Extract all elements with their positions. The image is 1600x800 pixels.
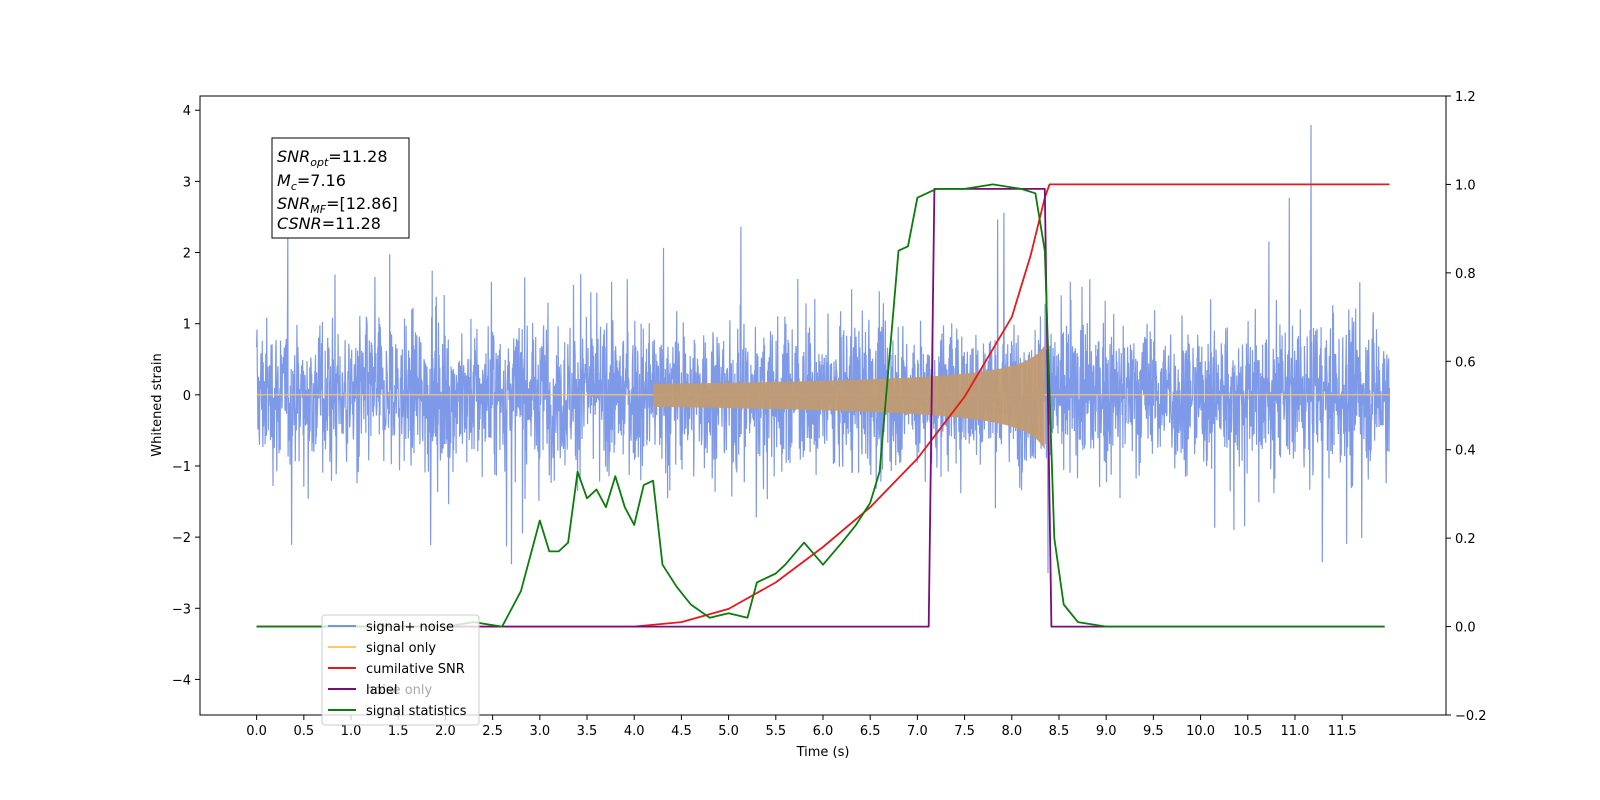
y-left-tick-label: −3 xyxy=(172,602,191,617)
legend-label-cumulative-snr: cumilative SNR xyxy=(366,662,465,677)
signal-only-series xyxy=(256,345,1390,450)
y-axis-label-left: Whitened strain xyxy=(150,353,165,456)
y-left-tick-label: −2 xyxy=(172,531,191,546)
y-left-tick-label: 4 xyxy=(183,104,191,119)
legend-label-signal-only: signal only xyxy=(366,641,436,656)
x-tick-label: 6.5 xyxy=(860,724,881,739)
stats-annotation: SNRopt=11.28 Mc=7.16 SNRMF=[12.86] CSNR=… xyxy=(271,137,410,239)
y-right-tick-label: 0.8 xyxy=(1455,267,1476,282)
x-tick-label: 6.0 xyxy=(813,724,834,739)
x-tick-label: 11.0 xyxy=(1280,724,1309,739)
x-tick-label: 2.5 xyxy=(482,724,503,739)
x-tick-label: 7.0 xyxy=(907,724,928,739)
x-tick-label: 2.0 xyxy=(435,724,456,739)
legend-label-label: label xyxy=(366,683,397,698)
legend-label-signal-statistics: signal statistics xyxy=(366,704,467,719)
annotation-csnr: CSNR=11.28 xyxy=(277,214,381,233)
x-tick-label: 10.0 xyxy=(1186,724,1215,739)
x-tick-label: 1.5 xyxy=(388,724,409,739)
signal-noise-series xyxy=(256,124,1390,574)
y-left-tick-label: −4 xyxy=(172,673,191,688)
y-axis-left: 4 3 2 1 0 −1 −2 −3 −4 xyxy=(172,104,200,688)
x-tick-label: 11.5 xyxy=(1328,724,1357,739)
x-tick-label: 5.0 xyxy=(718,724,739,739)
legend-label-signal-noise: signal+ noise xyxy=(366,620,454,635)
y-right-tick-label: 1.2 xyxy=(1455,90,1476,105)
y-right-tick-label: 0.4 xyxy=(1455,444,1476,459)
signal-noise-line xyxy=(256,124,1390,574)
x-tick-label: 8.5 xyxy=(1049,724,1070,739)
x-tick-label: 8.0 xyxy=(1001,724,1022,739)
x-tick-label: 3.0 xyxy=(529,724,550,739)
y-left-tick-label: 0 xyxy=(183,389,191,404)
annotation-snr-opt: SNRopt=11.28 xyxy=(277,147,388,169)
legend-label-noise-only: noise only xyxy=(366,683,433,698)
y-left-tick-label: 3 xyxy=(183,175,191,190)
x-tick-label: 4.0 xyxy=(624,724,645,739)
x-tick-label: 3.5 xyxy=(577,724,598,739)
x-tick-label: 0.0 xyxy=(246,724,267,739)
legend: signal+ noise signal only cumilative SNR… xyxy=(321,614,480,726)
signal-statistics-line xyxy=(256,183,1385,628)
annotation-box xyxy=(271,137,410,239)
annotation-snr-mf: SNRMF=[12.86] xyxy=(277,194,398,216)
y-right-tick-label: 0.0 xyxy=(1455,621,1476,636)
annotation-mc: Mc=7.16 xyxy=(277,171,346,193)
cumulative-snr-line xyxy=(256,183,1390,628)
y-right-tick-label: 0.2 xyxy=(1455,532,1476,547)
x-tick-label: 9.5 xyxy=(1143,724,1164,739)
y-axis-right: 1.2 1.0 0.8 0.6 0.4 0.2 0.0 −0.2 xyxy=(1446,90,1487,724)
y-right-tick-label: 1.0 xyxy=(1455,178,1476,193)
statistic-lines xyxy=(256,183,1390,628)
x-axis: 0.0 0.5 1.0 1.5 2.0 2.5 3.0 3.5 4.0 4.5 5.0 5.5 6.0 6… xyxy=(246,715,1357,739)
y-right-tick-label: −0.2 xyxy=(1455,709,1487,724)
x-tick-label: 1.0 xyxy=(341,724,362,739)
plot-area xyxy=(256,124,1390,628)
y-left-tick-label: 1 xyxy=(183,318,191,333)
x-axis-label: Time (s) xyxy=(796,745,850,760)
x-tick-label: 10.5 xyxy=(1233,724,1262,739)
signal-only-envelope xyxy=(653,345,1045,450)
legend-box xyxy=(321,614,480,726)
y-right-tick-label: 0.6 xyxy=(1455,355,1476,370)
x-tick-label: 0.5 xyxy=(293,724,314,739)
x-tick-label: 9.0 xyxy=(1096,724,1117,739)
x-tick-label: 7.5 xyxy=(954,724,975,739)
y-left-tick-label: 2 xyxy=(183,247,191,262)
y-left-tick-label: −1 xyxy=(172,460,191,475)
x-tick-label: 4.5 xyxy=(671,724,692,739)
x-tick-label: 5.5 xyxy=(765,724,786,739)
